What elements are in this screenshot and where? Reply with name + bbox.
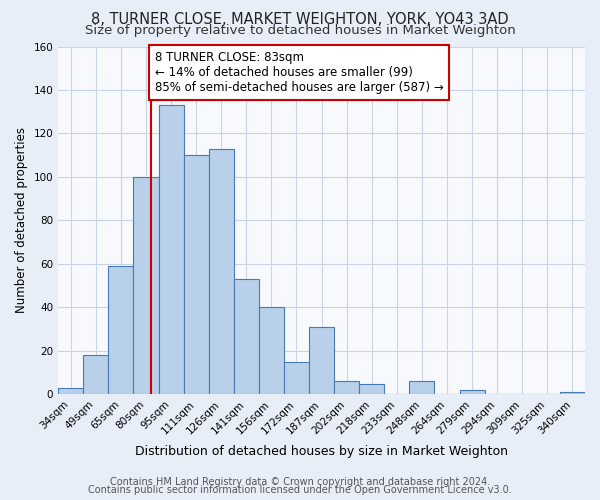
Bar bbox=[409, 382, 434, 394]
Bar bbox=[259, 308, 284, 394]
Bar bbox=[460, 390, 485, 394]
Text: Contains HM Land Registry data © Crown copyright and database right 2024.: Contains HM Land Registry data © Crown c… bbox=[110, 477, 490, 487]
Bar bbox=[209, 148, 234, 394]
Text: Size of property relative to detached houses in Market Weighton: Size of property relative to detached ho… bbox=[85, 24, 515, 37]
Text: Contains public sector information licensed under the Open Government Licence v3: Contains public sector information licen… bbox=[88, 485, 512, 495]
Text: 8, TURNER CLOSE, MARKET WEIGHTON, YORK, YO43 3AD: 8, TURNER CLOSE, MARKET WEIGHTON, YORK, … bbox=[91, 12, 509, 28]
Bar bbox=[58, 388, 83, 394]
Bar bbox=[158, 105, 184, 395]
Bar bbox=[133, 177, 158, 394]
Bar bbox=[309, 327, 334, 394]
Y-axis label: Number of detached properties: Number of detached properties bbox=[15, 128, 28, 314]
Bar bbox=[284, 362, 309, 394]
Text: 8 TURNER CLOSE: 83sqm
← 14% of detached houses are smaller (99)
85% of semi-deta: 8 TURNER CLOSE: 83sqm ← 14% of detached … bbox=[155, 51, 443, 94]
Bar bbox=[83, 356, 109, 395]
Bar bbox=[109, 266, 133, 394]
Bar bbox=[334, 382, 359, 394]
X-axis label: Distribution of detached houses by size in Market Weighton: Distribution of detached houses by size … bbox=[135, 444, 508, 458]
Bar bbox=[234, 279, 259, 394]
Bar bbox=[560, 392, 585, 394]
Bar bbox=[184, 155, 209, 394]
Bar bbox=[359, 384, 385, 394]
